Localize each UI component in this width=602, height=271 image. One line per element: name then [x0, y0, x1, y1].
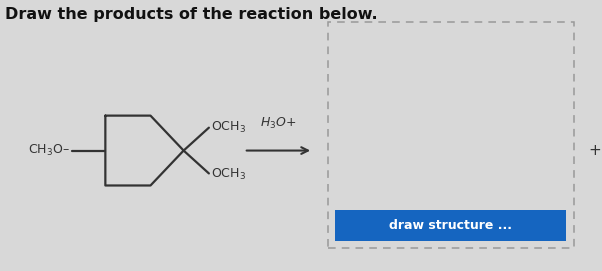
- Text: OCH$_3$: OCH$_3$: [211, 166, 246, 182]
- FancyBboxPatch shape: [335, 209, 566, 241]
- Text: Draw the products of the reaction below.: Draw the products of the reaction below.: [5, 7, 377, 22]
- Text: +: +: [588, 143, 601, 158]
- Text: CH$_3$O–: CH$_3$O–: [28, 143, 70, 158]
- Text: H$_3$O+: H$_3$O+: [260, 116, 297, 131]
- Bar: [328, 22, 574, 248]
- Text: draw structure ...: draw structure ...: [389, 219, 512, 232]
- Text: OCH$_3$: OCH$_3$: [211, 120, 246, 135]
